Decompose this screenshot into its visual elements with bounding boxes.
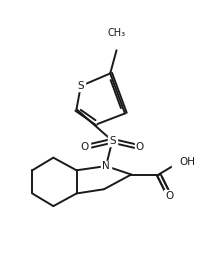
Bar [101,161,111,171]
Text: O: O [165,190,173,201]
Bar [165,190,174,201]
Text: S: S [109,136,116,146]
Text: O: O [135,142,144,152]
Text: N: N [102,161,110,171]
Bar [172,157,188,167]
Bar [107,136,117,146]
Text: O: O [81,142,89,152]
Bar [76,81,85,91]
Text: CH₃: CH₃ [107,28,126,38]
Text: S: S [77,81,84,91]
Bar [135,142,144,153]
Bar [80,142,90,153]
Text: OH: OH [180,157,196,167]
